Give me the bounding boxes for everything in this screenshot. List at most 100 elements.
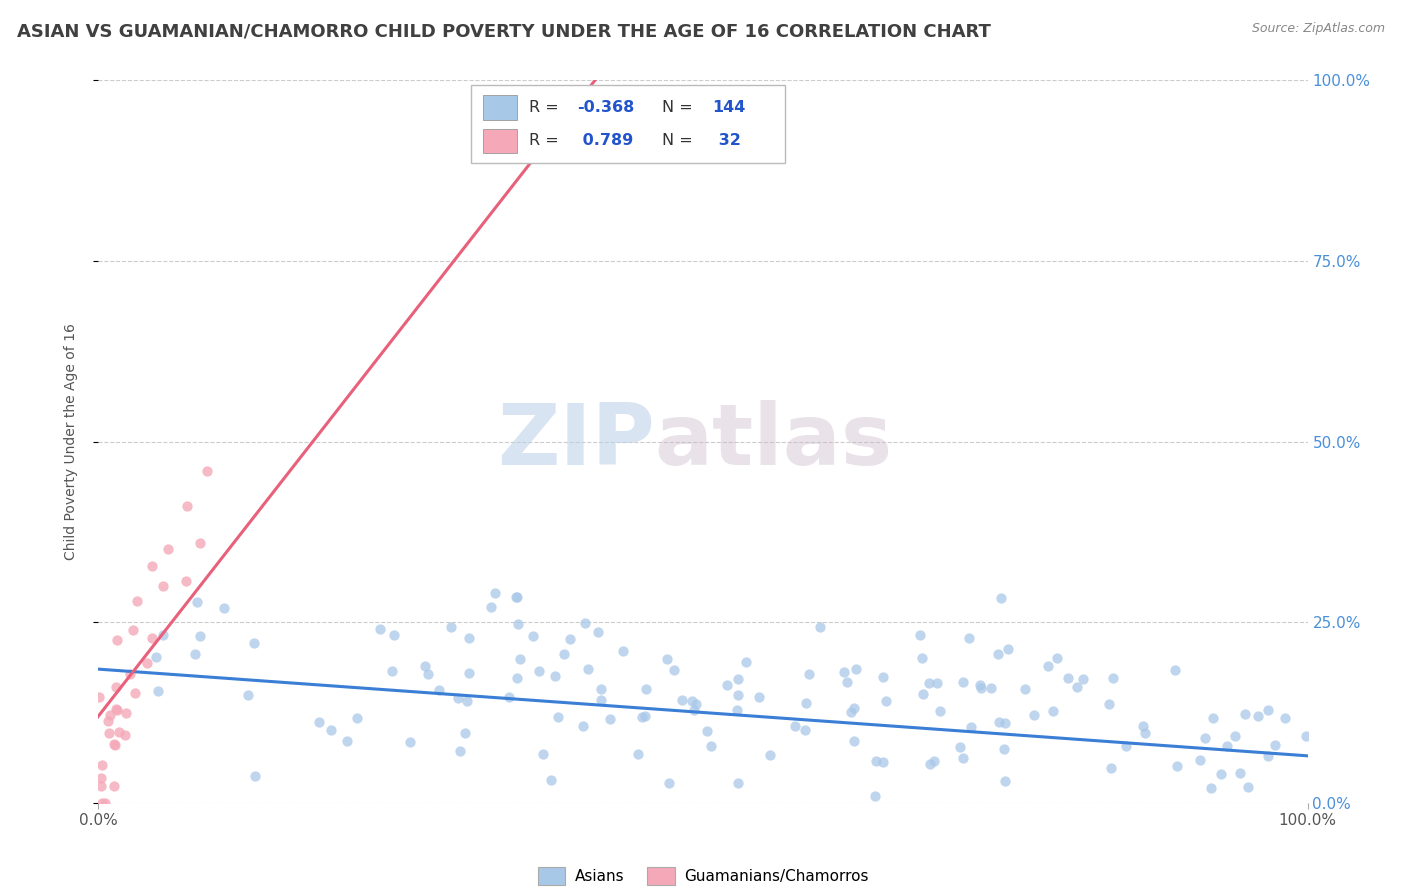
Point xyxy=(97,726,120,740)
Point xyxy=(87,690,110,704)
Point xyxy=(727,672,749,686)
Point xyxy=(121,623,143,637)
Point xyxy=(399,735,422,749)
Point xyxy=(457,631,479,645)
Point xyxy=(794,723,817,737)
Text: ZIP: ZIP xyxy=(496,400,655,483)
Point xyxy=(842,700,865,714)
FancyBboxPatch shape xyxy=(471,86,785,163)
Point xyxy=(681,693,703,707)
Point xyxy=(1066,681,1088,695)
Point xyxy=(1274,710,1296,724)
Point xyxy=(872,670,894,684)
Point xyxy=(574,616,596,631)
Point xyxy=(544,669,567,683)
Point xyxy=(94,796,117,810)
Text: 144: 144 xyxy=(713,100,747,115)
Point xyxy=(863,789,886,803)
Y-axis label: Child Poverty Under the Age of 16: Child Poverty Under the Age of 16 xyxy=(63,323,77,560)
Point xyxy=(994,716,1017,731)
Point xyxy=(148,684,170,698)
Point xyxy=(599,713,621,727)
Point xyxy=(586,624,609,639)
Point xyxy=(949,739,972,754)
Point xyxy=(928,704,950,718)
Point xyxy=(872,755,894,769)
Point xyxy=(1194,731,1216,746)
Point xyxy=(98,708,121,723)
Point xyxy=(1264,738,1286,752)
Point xyxy=(176,499,198,513)
Point xyxy=(1211,767,1233,781)
Point xyxy=(571,718,593,732)
Point xyxy=(214,601,236,615)
Point xyxy=(1022,707,1045,722)
Point xyxy=(1135,726,1157,740)
Point xyxy=(1189,752,1212,766)
Point xyxy=(664,663,686,677)
Point xyxy=(1102,671,1125,685)
Point xyxy=(1042,704,1064,718)
Point xyxy=(346,711,368,725)
Point xyxy=(141,559,163,574)
Point xyxy=(969,678,991,692)
Point xyxy=(1038,659,1060,673)
Point xyxy=(911,651,934,665)
Point xyxy=(427,683,450,698)
Legend: Asians, Guamanians/Chamorros: Asians, Guamanians/Chamorros xyxy=(531,861,875,891)
Point xyxy=(506,671,529,685)
Point xyxy=(952,751,974,765)
Point xyxy=(319,723,342,737)
Point xyxy=(1201,711,1223,725)
Point xyxy=(527,664,550,678)
Point xyxy=(1132,719,1154,733)
Point xyxy=(735,656,758,670)
Point xyxy=(1229,765,1251,780)
Point xyxy=(839,706,862,720)
Point xyxy=(844,734,866,748)
Point xyxy=(105,633,128,648)
Point xyxy=(1057,671,1080,685)
Point xyxy=(671,693,693,707)
Point xyxy=(505,590,527,604)
Point xyxy=(458,665,481,680)
Point xyxy=(980,681,1002,696)
Point xyxy=(970,681,993,695)
Point xyxy=(382,628,405,642)
FancyBboxPatch shape xyxy=(482,128,517,153)
Point xyxy=(454,725,477,739)
Point xyxy=(797,667,820,681)
Point xyxy=(1295,729,1317,743)
Point xyxy=(115,706,138,720)
Point xyxy=(103,779,125,793)
Point xyxy=(990,591,1012,605)
Point xyxy=(808,620,831,634)
Point xyxy=(865,755,887,769)
Point xyxy=(591,682,613,697)
Point xyxy=(450,743,472,757)
Point xyxy=(174,574,197,588)
Point xyxy=(124,686,146,700)
Text: N =: N = xyxy=(662,134,697,148)
Point xyxy=(114,728,136,742)
Point xyxy=(725,703,748,717)
Point xyxy=(118,667,141,681)
Text: ASIAN VS GUAMANIAN/CHAMORRO CHILD POVERTY UNDER THE AGE OF 16 CORRELATION CHART: ASIAN VS GUAMANIAN/CHAMORRO CHILD POVERT… xyxy=(17,22,991,40)
Point xyxy=(195,464,218,478)
Point xyxy=(136,656,159,670)
Point xyxy=(127,593,149,607)
Text: 32: 32 xyxy=(713,134,741,148)
Point xyxy=(156,542,179,557)
Text: R =: R = xyxy=(529,134,564,148)
Point xyxy=(91,758,114,772)
Text: atlas: atlas xyxy=(655,400,893,483)
Point xyxy=(152,628,174,642)
Point xyxy=(626,747,648,761)
Point xyxy=(104,681,127,695)
Point xyxy=(531,747,554,761)
Point xyxy=(105,702,128,716)
Point xyxy=(90,771,112,785)
Point xyxy=(236,688,259,702)
Point xyxy=(748,690,770,705)
Point xyxy=(1233,707,1256,722)
